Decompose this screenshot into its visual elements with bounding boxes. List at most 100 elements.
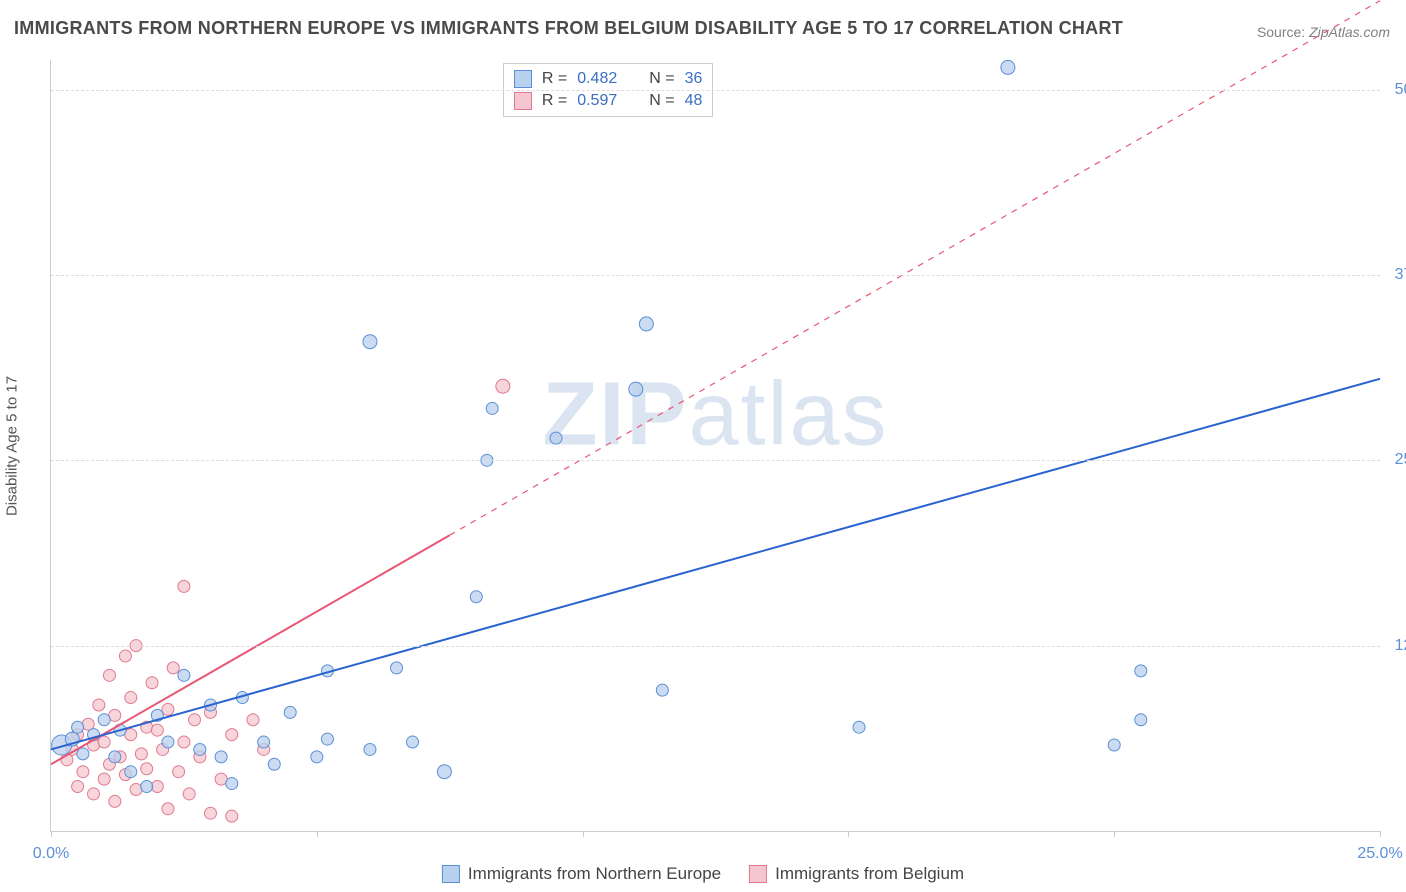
scatter-point bbox=[98, 714, 110, 726]
legend-swatch bbox=[442, 865, 460, 883]
scatter-point bbox=[1108, 739, 1120, 751]
y-tick-label: 12.5% bbox=[1395, 637, 1406, 655]
x-tick-label: 0.0% bbox=[33, 845, 69, 863]
gridline-horizontal bbox=[51, 90, 1380, 91]
scatter-point bbox=[194, 743, 206, 755]
trend-line-solid bbox=[51, 535, 450, 764]
scatter-point bbox=[258, 736, 270, 748]
scatter-point bbox=[1135, 665, 1147, 677]
x-tick bbox=[1114, 831, 1115, 837]
scatter-point bbox=[162, 803, 174, 815]
scatter-point bbox=[109, 795, 121, 807]
scatter-point bbox=[363, 335, 377, 349]
scatter-point bbox=[167, 662, 179, 674]
scatter-point bbox=[88, 788, 100, 800]
scatter-point bbox=[162, 736, 174, 748]
trend-line bbox=[51, 379, 1380, 750]
x-tick bbox=[848, 831, 849, 837]
legend-label: Immigrants from Northern Europe bbox=[468, 864, 721, 884]
scatter-point bbox=[130, 783, 142, 795]
r-label: R = bbox=[542, 70, 567, 88]
scatter-point bbox=[1001, 60, 1015, 74]
scatter-point bbox=[98, 736, 110, 748]
scatter-point bbox=[125, 766, 137, 778]
scatter-point bbox=[119, 650, 131, 662]
legend-swatch bbox=[749, 865, 767, 883]
chart-container: Disability Age 5 to 17 ZIPatlas R =0.482… bbox=[50, 60, 1380, 832]
scatter-point bbox=[656, 684, 668, 696]
n-value: 36 bbox=[685, 70, 703, 88]
stats-row: R =0.482N =36 bbox=[514, 68, 703, 90]
scatter-point bbox=[72, 721, 84, 733]
n-label: N = bbox=[649, 92, 674, 110]
scatter-point bbox=[178, 580, 190, 592]
scatter-point bbox=[162, 703, 174, 715]
scatter-point bbox=[311, 751, 323, 763]
scatter-point bbox=[103, 669, 115, 681]
scatter-point bbox=[151, 724, 163, 736]
y-axis-label: Disability Age 5 to 17 bbox=[4, 376, 21, 516]
source-label: Source: bbox=[1257, 24, 1305, 40]
scatter-point bbox=[125, 692, 137, 704]
chart-title: IMMIGRANTS FROM NORTHERN EUROPE VS IMMIG… bbox=[14, 18, 1123, 39]
scatter-point bbox=[204, 807, 216, 819]
scatter-point bbox=[146, 677, 158, 689]
scatter-point bbox=[72, 781, 84, 793]
scatter-point bbox=[639, 317, 653, 331]
scatter-point bbox=[109, 751, 121, 763]
y-tick-label: 37.5% bbox=[1395, 266, 1406, 284]
scatter-point bbox=[189, 714, 201, 726]
scatter-point bbox=[178, 736, 190, 748]
scatter-point bbox=[247, 714, 259, 726]
y-tick-label: 50.0% bbox=[1395, 81, 1406, 99]
legend-swatch bbox=[514, 70, 532, 88]
scatter-point bbox=[550, 432, 562, 444]
scatter-point bbox=[226, 810, 238, 822]
scatter-point bbox=[98, 773, 110, 785]
gridline-horizontal bbox=[51, 275, 1380, 276]
source-value: ZipAtlas.com bbox=[1309, 24, 1390, 40]
scatter-point bbox=[486, 402, 498, 414]
scatter-point bbox=[364, 743, 376, 755]
x-tick bbox=[51, 831, 52, 837]
x-tick-label: 25.0% bbox=[1357, 845, 1402, 863]
scatter-point bbox=[470, 591, 482, 603]
stats-row: R = 0.597 N = 48 bbox=[514, 90, 703, 112]
scatter-point bbox=[284, 706, 296, 718]
scatter-point bbox=[141, 781, 153, 793]
x-tick bbox=[317, 831, 318, 837]
scatter-point bbox=[853, 721, 865, 733]
n-value: 48 bbox=[685, 92, 703, 110]
gridline-horizontal bbox=[51, 646, 1380, 647]
r-value: 0.597 bbox=[577, 92, 617, 110]
scatter-point bbox=[77, 766, 89, 778]
r-value: 0.482 bbox=[577, 70, 617, 88]
legend-swatch bbox=[514, 92, 532, 110]
gridline-horizontal bbox=[51, 460, 1380, 461]
scatter-svg bbox=[51, 60, 1380, 831]
scatter-point bbox=[183, 788, 195, 800]
scatter-point bbox=[391, 662, 403, 674]
source-attribution: Source: ZipAtlas.com bbox=[1257, 24, 1390, 40]
scatter-point bbox=[406, 736, 418, 748]
scatter-point bbox=[496, 379, 510, 393]
x-tick bbox=[583, 831, 584, 837]
scatter-point bbox=[135, 748, 147, 760]
scatter-point bbox=[178, 669, 190, 681]
x-tick bbox=[1380, 831, 1381, 837]
plot-area: ZIPatlas R =0.482N =36R =0.597N =48 12.5… bbox=[50, 60, 1380, 832]
legend-label: Immigrants from Belgium bbox=[775, 864, 964, 884]
r-label: R = bbox=[542, 92, 567, 110]
scatter-point bbox=[93, 699, 105, 711]
scatter-point bbox=[268, 758, 280, 770]
scatter-point bbox=[215, 751, 227, 763]
scatter-point bbox=[321, 733, 333, 745]
scatter-point bbox=[1135, 714, 1147, 726]
scatter-point bbox=[226, 729, 238, 741]
legend-item: Immigrants from Northern Europe bbox=[442, 864, 721, 884]
scatter-point bbox=[437, 765, 451, 779]
scatter-point bbox=[173, 766, 185, 778]
scatter-point bbox=[629, 382, 643, 396]
legend-item: Immigrants from Belgium bbox=[749, 864, 964, 884]
series-legend: Immigrants from Northern Europe Immigrant… bbox=[442, 864, 964, 884]
